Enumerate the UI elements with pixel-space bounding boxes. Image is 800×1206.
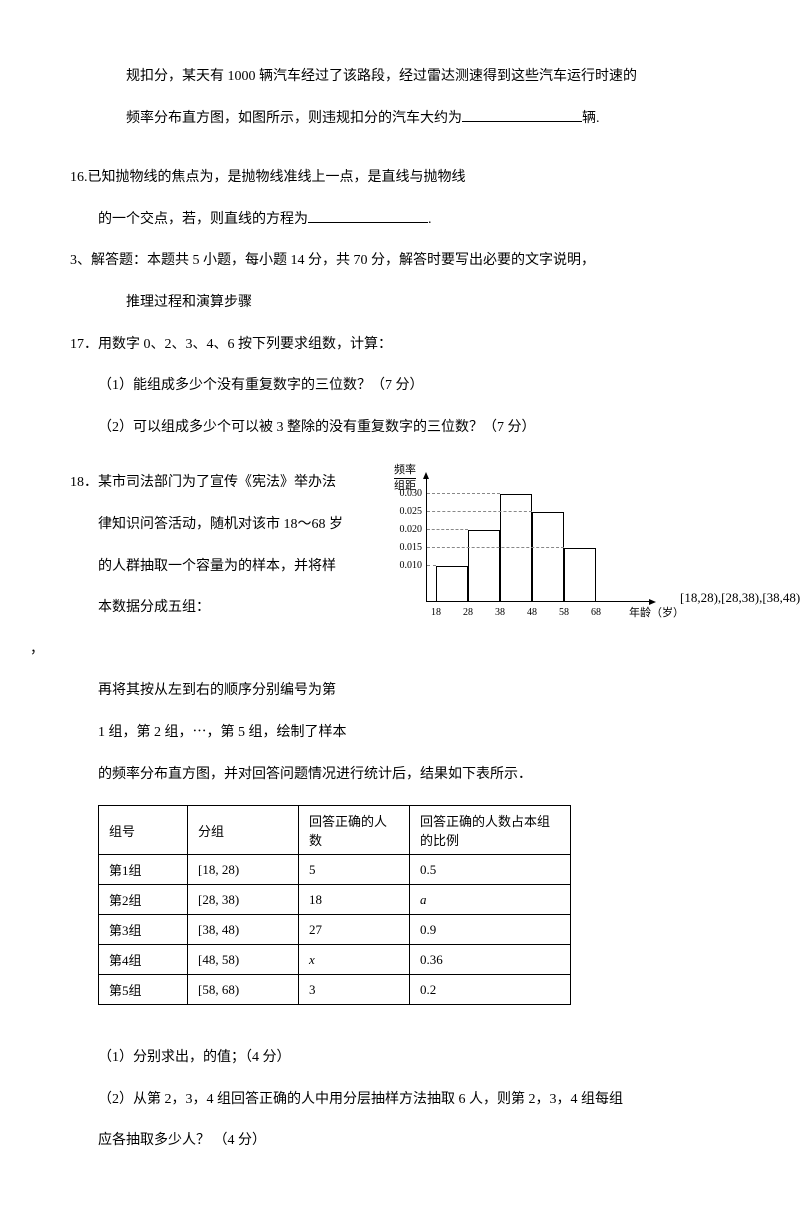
section3-line1: 3、解答题：本题共 5 小题，每小题 14 分，共 70 分，解答时要写出必要的… [70, 244, 730, 278]
hist-xlabel: 年龄（岁） [629, 604, 684, 620]
table-cell: 0.2 [410, 975, 571, 1005]
table-cell: [28, 38) [188, 885, 299, 915]
table-row: 第5组[58, 68)30.2 [99, 975, 571, 1005]
q16-text2a: 的一个交点，若，则直线的方程为 [98, 212, 308, 227]
q18-table: 组号 分组 回答正确的人数 回答正确的人数占本组的比例 第1组[18, 28)5… [98, 805, 571, 1005]
q18-stem: 18．某市司法部门为了宣传《宪法》举办法 律知识问答活动，随机对该市 18～68… [70, 466, 370, 632]
table-cell: a [410, 885, 571, 915]
ytick-label: 0.025 [382, 506, 422, 517]
q15-line2: 频率分布直方图，如图所示，则违规扣分的汽车大约为 辆. [70, 102, 730, 136]
gridline [427, 529, 468, 530]
ytick-label: 0.010 [382, 560, 422, 571]
ytick-label: 0.015 [382, 542, 422, 553]
q16-label: 16. [70, 170, 88, 185]
hist-bar [564, 548, 596, 602]
hist-bar [436, 566, 468, 602]
q18-intervals: [18,28),[28,38),[38,48),[4 [680, 590, 800, 606]
table-row: 第1组[18, 28)50.5 [99, 855, 571, 885]
table-cell: [18, 28) [188, 855, 299, 885]
q15-line2a: 频率分布直方图，如图所示，则违规扣分的汽车大约为 [126, 111, 462, 126]
q16-blank [308, 208, 428, 223]
q18-histogram: 频率 组距 年龄（岁） 0.0100.0150.0200.0250.030182… [380, 470, 660, 620]
q18-stem-l0: 某市司法部门为了宣传《宪法》举办法 [98, 475, 336, 490]
q17-stem-text: 用数字 0、2、3、4、6 按下列要求组数，计算： [98, 337, 392, 352]
q18-sub2b: 应各抽取多少人？ （4 分） [70, 1124, 730, 1158]
table-cell: [58, 68) [188, 975, 299, 1005]
q16-line2: 的一个交点，若，则直线的方程为. [70, 203, 730, 237]
section3-line2: 推理过程和演算步骤 [70, 286, 730, 320]
section3-label: 3、 [70, 253, 91, 268]
q16-text2b: . [428, 212, 432, 227]
gridline [427, 493, 500, 494]
th-range: 分组 [188, 806, 299, 855]
q15-line1: 规扣分，某天有 1000 辆汽车经过了该路段，经过雷达测速得到这些汽车运行时速的 [70, 60, 730, 94]
table-cell: 27 [299, 915, 410, 945]
table-cell: 3 [299, 975, 410, 1005]
table-cell: 第5组 [99, 975, 188, 1005]
q17-part2: （2）可以组成多少个可以被 3 整除的没有重复数字的三位数？（7 分） [70, 411, 730, 445]
table-cell: 第3组 [99, 915, 188, 945]
th-count: 回答正确的人数 [299, 806, 410, 855]
table-cell: 第4组 [99, 945, 188, 975]
q15-line2b: 辆. [582, 111, 600, 126]
q18-label: 18． [70, 475, 98, 490]
ytick-label: 0.020 [382, 524, 422, 535]
q18-stem-l2: 的人群抽取一个容量为的样本，并将样 [70, 550, 370, 584]
hist-ylabel-top: 频率 [394, 464, 416, 476]
table-cell: 5 [299, 855, 410, 885]
xtick-label: 48 [527, 607, 537, 618]
q18-after-l2: 的频率分布直方图，并对回答问题情况进行统计后，结果如下表所示． [70, 758, 730, 792]
th-ratio: 回答正确的人数占本组的比例 [410, 806, 571, 855]
q17-label: 17． [70, 337, 98, 352]
hist-bar [532, 512, 564, 602]
hist-bar [468, 530, 500, 602]
xtick-label: 58 [559, 607, 569, 618]
q15-blank [462, 107, 582, 122]
q18-row: 18．某市司法部门为了宣传《宪法》举办法 律知识问答活动，随机对该市 18～68… [70, 466, 730, 632]
ytick-label: 0.030 [382, 488, 422, 499]
table-cell: 0.36 [410, 945, 571, 975]
xtick-label: 18 [431, 607, 441, 618]
q16-text1: 已知抛物线的焦点为，是抛物线准线上一点，是直线与抛物线 [88, 170, 466, 185]
q18-sub1: （1）分别求出，的值；（4 分） [70, 1041, 730, 1075]
q18-after-l1: 1 组，第 2 组，⋯，第 5 组，绘制了样本 [70, 716, 730, 750]
table-cell: 18 [299, 885, 410, 915]
q16-line1: 16.已知抛物线的焦点为，是抛物线准线上一点，是直线与抛物线 [70, 161, 730, 195]
table-row: 第2组[28, 38)18a [99, 885, 571, 915]
xtick-label: 38 [495, 607, 505, 618]
q17-stem: 17．用数字 0、2、3、4、6 按下列要求组数，计算： [70, 328, 730, 362]
th-group: 组号 [99, 806, 188, 855]
q18-stem-l3: 本数据分成五组： [70, 591, 370, 625]
section3-text1: 解答题：本题共 5 小题，每小题 14 分，共 70 分，解答时要写出必要的文字… [91, 253, 595, 268]
gridline [427, 547, 564, 548]
gridline [427, 511, 532, 512]
table-cell: 第2组 [99, 885, 188, 915]
y-axis [426, 478, 427, 602]
table-row: 第3组[38, 48)270.9 [99, 915, 571, 945]
table-cell: 0.9 [410, 915, 571, 945]
table-cell: [38, 48) [188, 915, 299, 945]
table-cell: 0.5 [410, 855, 571, 885]
q18-after-l0: 再将其按从左到右的顺序分别编号为第 [70, 674, 730, 708]
xtick-label: 28 [463, 607, 473, 618]
exam-page: 规扣分，某天有 1000 辆汽车经过了该路段，经过雷达测速得到这些汽车运行时速的… [0, 0, 800, 1206]
table-row: 第4组[48, 58)x0.36 [99, 945, 571, 975]
q18-sub2a: （2）从第 2，3，4 组回答正确的人中用分层抽样方法抽取 6 人，则第 2，3… [70, 1083, 730, 1117]
stray-comma: ， [30, 633, 730, 667]
gridline [427, 565, 436, 566]
table-body: 第1组[18, 28)50.5第2组[28, 38)18a第3组[38, 48)… [99, 855, 571, 1005]
table-cell: [48, 58) [188, 945, 299, 975]
table-cell: x [299, 945, 410, 975]
table-header-row: 组号 分组 回答正确的人数 回答正确的人数占本组的比例 [99, 806, 571, 855]
table-cell: 第1组 [99, 855, 188, 885]
xtick-label: 68 [591, 607, 601, 618]
q17-part1: （1）能组成多少个没有重复数字的三位数？（7 分） [70, 369, 730, 403]
q18-stem-l1: 律知识问答活动，随机对该市 18～68 岁 [70, 508, 370, 542]
